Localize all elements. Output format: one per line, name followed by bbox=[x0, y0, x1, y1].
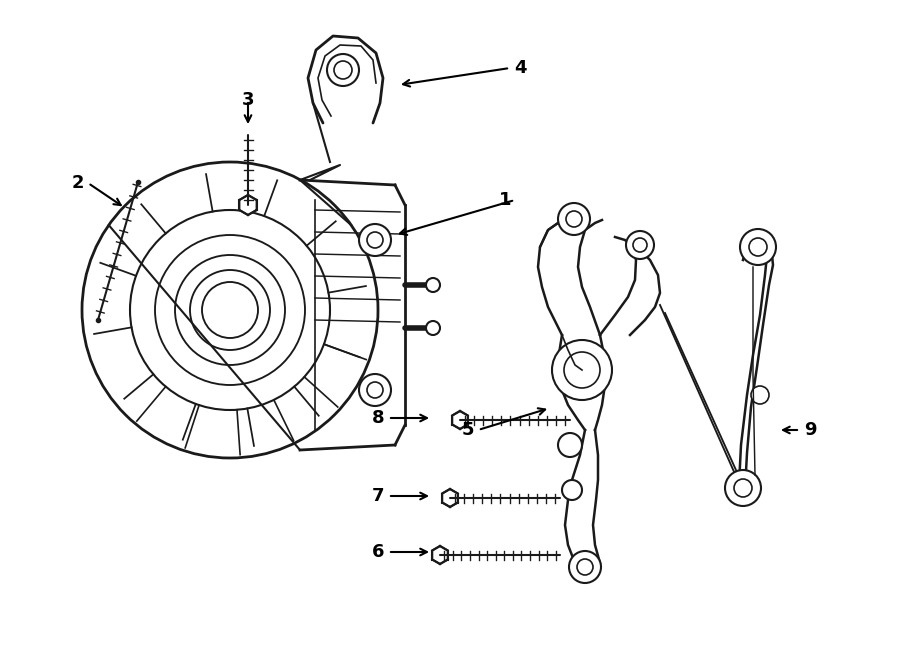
Circle shape bbox=[359, 374, 391, 406]
Text: 6: 6 bbox=[372, 543, 384, 561]
Polygon shape bbox=[452, 411, 468, 429]
Circle shape bbox=[558, 433, 582, 457]
Circle shape bbox=[327, 54, 359, 86]
Circle shape bbox=[558, 203, 590, 235]
Polygon shape bbox=[239, 195, 256, 215]
Circle shape bbox=[725, 470, 761, 506]
Text: 7: 7 bbox=[372, 487, 384, 505]
Text: 1: 1 bbox=[499, 191, 511, 209]
Circle shape bbox=[426, 278, 440, 292]
Text: 2: 2 bbox=[72, 174, 85, 192]
Text: 8: 8 bbox=[372, 409, 384, 427]
Text: 4: 4 bbox=[514, 59, 526, 77]
Text: 5: 5 bbox=[462, 421, 474, 439]
Circle shape bbox=[359, 224, 391, 256]
Polygon shape bbox=[442, 489, 458, 507]
Circle shape bbox=[740, 229, 776, 265]
Text: 9: 9 bbox=[804, 421, 816, 439]
Circle shape bbox=[552, 340, 612, 400]
Circle shape bbox=[751, 386, 769, 404]
Circle shape bbox=[626, 231, 654, 259]
Circle shape bbox=[426, 321, 440, 335]
Text: 3: 3 bbox=[242, 91, 254, 109]
Circle shape bbox=[569, 551, 601, 583]
Polygon shape bbox=[432, 546, 448, 564]
Circle shape bbox=[562, 480, 582, 500]
